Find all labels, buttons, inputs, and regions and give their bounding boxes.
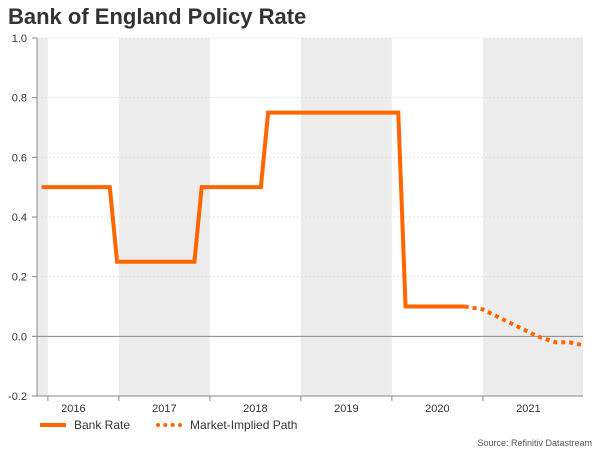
legend-label-bank-rate: Bank Rate [74, 418, 131, 432]
y-tick-label: 0.8 [12, 93, 27, 105]
x-tick-label: 2019 [334, 403, 358, 415]
y-tick-label: -0.2 [8, 391, 27, 403]
legend-item-bank-rate[interactable]: Bank Rate [40, 418, 130, 432]
y-tick-label: 0.0 [12, 331, 27, 343]
year-band [118, 38, 210, 396]
x-tick-label: 2016 [61, 403, 85, 415]
y-tick-label: 0.4 [12, 212, 27, 224]
x-tick-label: 2017 [152, 403, 176, 415]
chart-title: Bank of England Policy Rate [8, 4, 307, 29]
y-tick-label: 0.2 [12, 272, 27, 284]
legend-swatch-dotted [156, 423, 183, 427]
x-tick-label: 2018 [243, 403, 267, 415]
y-tick-label: 0.6 [12, 152, 27, 164]
legend-label-market-implied: Market-Implied Path [190, 418, 298, 432]
y-tick-label: 1.0 [12, 33, 27, 45]
source-note: Source: Refinitiv Datastream [477, 438, 592, 448]
legend-item-market-implied[interactable]: Market-Implied Path [156, 418, 297, 432]
legend: Bank Rate Market-Implied Path [40, 418, 323, 432]
series-bank-rate [41, 110, 465, 309]
x-tick-label: 2020 [425, 403, 449, 415]
legend-swatch-solid [40, 423, 66, 427]
x-tick-label: 2021 [516, 403, 540, 415]
